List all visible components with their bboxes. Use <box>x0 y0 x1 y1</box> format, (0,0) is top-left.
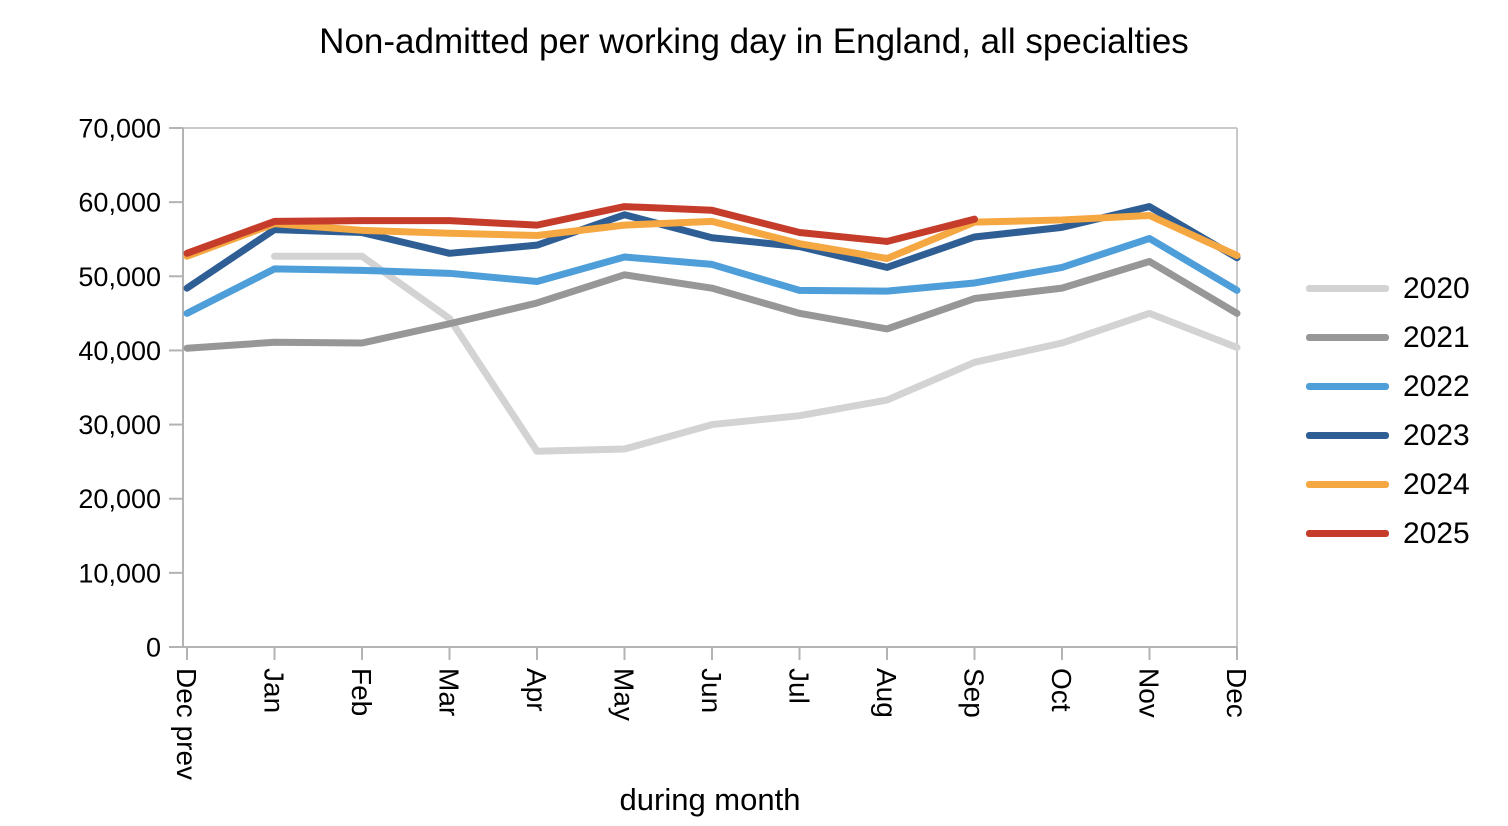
x-tick-label: May <box>609 668 640 721</box>
legend-swatch-2023 <box>1306 432 1389 439</box>
x-tick-label: Aug <box>871 668 902 718</box>
legend-entry-2023: 2023 <box>1306 411 1470 460</box>
x-tick-label: Sep <box>959 668 990 718</box>
y-tick-label: 40,000 <box>78 336 161 366</box>
legend-entry-2022: 2022 <box>1306 362 1470 411</box>
y-tick-label: 60,000 <box>78 188 161 218</box>
legend-entry-2020: 2020 <box>1306 264 1470 313</box>
legend-label: 2021 <box>1403 320 1470 354</box>
x-tick-label: Apr <box>521 668 552 712</box>
series-line-2025 <box>183 203 978 257</box>
legend-entry-2025: 2025 <box>1306 509 1470 558</box>
y-tick-label: 20,000 <box>78 484 161 514</box>
x-tick-label: Feb <box>346 668 377 716</box>
legend-label: 2023 <box>1403 418 1470 452</box>
x-tick-label: Jan <box>259 668 290 713</box>
legend-label: 2025 <box>1403 516 1470 550</box>
x-tick-label: Mar <box>434 668 465 716</box>
x-tick-label: Nov <box>1134 668 1165 718</box>
legend-swatch-2022 <box>1306 383 1389 390</box>
series-line-2024 <box>183 211 1241 262</box>
x-axis-title: during month <box>619 782 801 817</box>
legend-entry-2024: 2024 <box>1306 460 1470 509</box>
chart-title: Non-admitted per working day in England,… <box>319 22 1189 61</box>
y-tick-label: 30,000 <box>78 410 161 440</box>
y-tick-label: 0 <box>146 633 161 663</box>
legend-label: 2024 <box>1403 467 1470 501</box>
legend-swatch-2020 <box>1306 285 1389 292</box>
x-tick-label: Jun <box>696 668 727 713</box>
y-tick-label: 70,000 <box>78 114 161 144</box>
legend-swatch-2025 <box>1306 530 1389 537</box>
x-tick-label: Jul <box>784 668 815 704</box>
legend: 2020 2021 2022 2023 2024 2025 <box>1306 264 1470 558</box>
x-tick-label: Dec <box>1221 668 1252 718</box>
series-line-2020 <box>271 252 1241 455</box>
x-tick-label: Oct <box>1046 668 1077 712</box>
legend-swatch-2024 <box>1306 481 1389 488</box>
legend-label: 2022 <box>1403 369 1470 403</box>
legend-label: 2020 <box>1403 271 1470 305</box>
series-line-2022 <box>183 234 1241 317</box>
x-tick-label: Dec prev <box>171 668 202 780</box>
legend-swatch-2021 <box>1306 334 1389 341</box>
series-line-2021 <box>183 257 1241 352</box>
y-tick-label: 50,000 <box>78 262 161 292</box>
legend-entry-2021: 2021 <box>1306 313 1470 362</box>
y-tick-label: 10,000 <box>78 558 161 588</box>
